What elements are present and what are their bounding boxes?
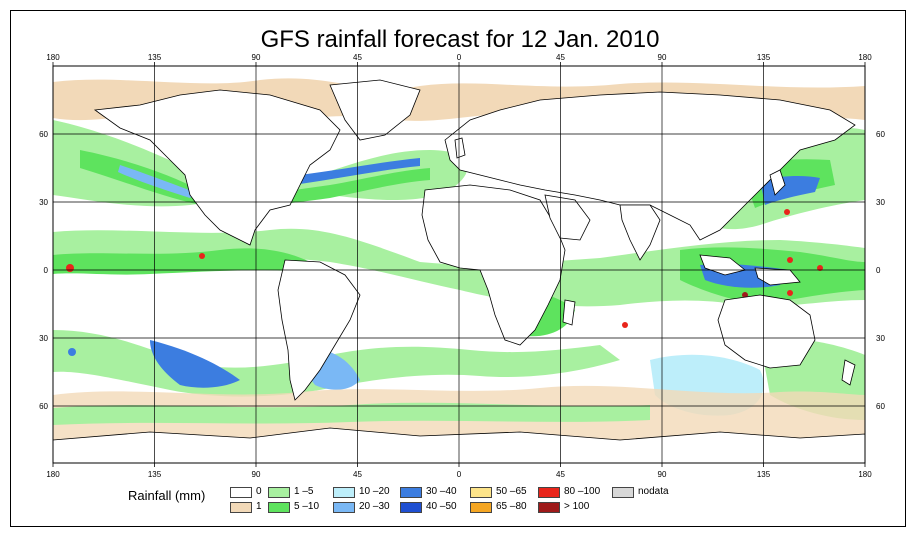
right-lat-label: 60 xyxy=(876,402,885,411)
legend-swatch xyxy=(400,502,422,513)
legend-label: 40 –50 xyxy=(426,501,457,512)
bottom-lon-label: 45 xyxy=(353,470,362,479)
legend-swatch xyxy=(538,487,560,498)
left-lat-label: 60 xyxy=(39,402,48,411)
legend-swatch xyxy=(268,487,290,498)
top-lon-label: 0 xyxy=(457,53,462,62)
legend-label: 65 –80 xyxy=(496,501,527,512)
legend-swatch xyxy=(333,502,355,513)
bottom-lon-label: 135 xyxy=(757,470,771,479)
legend-swatch xyxy=(470,487,492,498)
top-lon-label: 180 xyxy=(858,53,872,62)
legend-label: 10 –20 xyxy=(359,486,390,497)
figure-frame xyxy=(10,10,906,527)
top-lon-label: 135 xyxy=(148,53,162,62)
legend-label: 30 –40 xyxy=(426,486,457,497)
legend-swatch xyxy=(230,487,252,498)
bottom-lon-label: 180 xyxy=(46,470,60,479)
bottom-lon-label: 0 xyxy=(457,470,462,479)
bottom-lon-label: 90 xyxy=(252,470,261,479)
left-lat-label: 30 xyxy=(39,198,48,207)
right-lat-label: 0 xyxy=(876,266,881,275)
legend-swatch xyxy=(268,502,290,513)
legend-swatch xyxy=(612,487,634,498)
bottom-lon-label: 135 xyxy=(148,470,162,479)
legend-title: Rainfall (mm) xyxy=(128,488,206,503)
top-lon-label: 45 xyxy=(353,53,362,62)
bottom-lon-label: 180 xyxy=(858,470,872,479)
legend-swatch xyxy=(400,487,422,498)
top-lon-label: 90 xyxy=(658,53,667,62)
left-lat-label: 60 xyxy=(39,130,48,139)
legend-label: 5 –10 xyxy=(294,501,320,512)
legend-swatch xyxy=(230,502,252,513)
legend-label: 0 xyxy=(256,486,262,497)
legend-label: 1 xyxy=(256,501,262,512)
legend-label: nodata xyxy=(638,486,669,497)
bottom-lon-label: 90 xyxy=(658,470,667,479)
top-lon-label: 45 xyxy=(556,53,565,62)
right-lat-label: 30 xyxy=(876,334,885,343)
top-lon-label: 180 xyxy=(46,53,60,62)
right-lat-label: 30 xyxy=(876,198,885,207)
bottom-lon-label: 45 xyxy=(556,470,565,479)
legend-label: 1 –5 xyxy=(294,486,314,497)
left-lat-label: 0 xyxy=(44,266,49,275)
legend-label: 20 –30 xyxy=(359,501,390,512)
legend-label: > 100 xyxy=(564,501,590,512)
legend-swatch xyxy=(333,487,355,498)
right-lat-label: 60 xyxy=(876,130,885,139)
top-lon-label: 135 xyxy=(757,53,771,62)
legend-swatch xyxy=(470,502,492,513)
legend-label: 80 –100 xyxy=(564,486,601,497)
top-lon-label: 90 xyxy=(252,53,261,62)
legend-swatch xyxy=(538,502,560,513)
graticule xyxy=(53,66,865,463)
left-lat-label: 30 xyxy=(39,334,48,343)
tick-marks xyxy=(52,62,866,467)
map-title: GFS rainfall forecast for 12 Jan. 2010 xyxy=(260,26,660,53)
legend-label: 50 –65 xyxy=(496,486,527,497)
